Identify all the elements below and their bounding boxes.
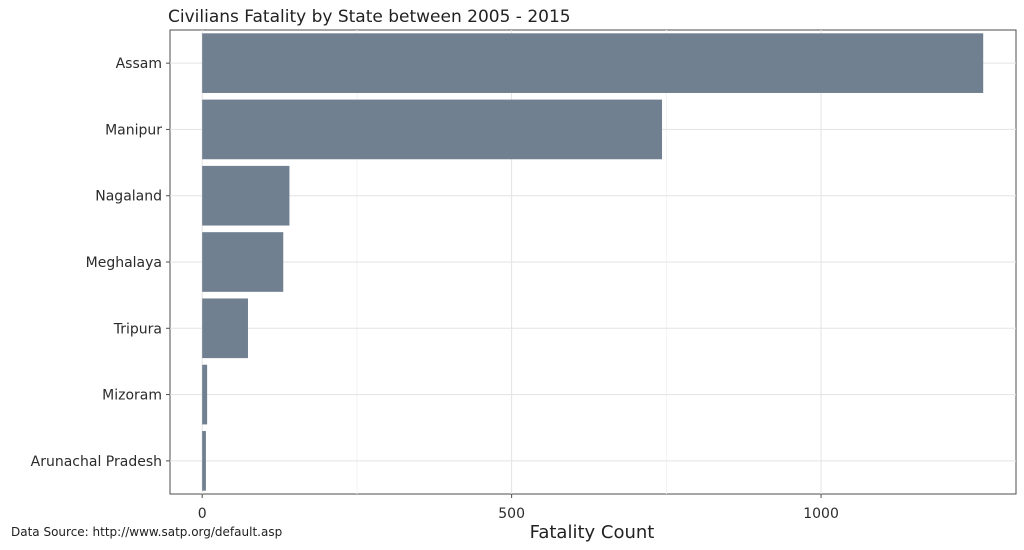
bar-arunachal-pradesh [202,431,206,491]
bar-assam [202,33,984,93]
y-tick-label: Manipur [105,122,162,138]
bar-mizoram [202,364,208,425]
x-tick-label: 1000 [803,506,839,522]
bar-manipur [202,99,663,160]
y-tick-label: Nagaland [95,189,162,205]
bars [202,33,984,491]
x-axis-ticks: 0 500 1000 [198,494,839,522]
chart-title: Civilians Fatality by State between 2005… [168,7,571,27]
x-tick-label: 500 [498,506,525,522]
bar-meghalaya [202,232,284,292]
y-tick-label: Mizoram [102,388,162,404]
y-tick-label: Arunachal Pradesh [31,454,162,470]
y-tick-label: Tripura [113,321,162,337]
bar-tripura [202,298,248,359]
y-tick-label: Meghalaya [86,255,162,271]
bar-nagaland [202,165,290,226]
y-axis-ticks: Assam Manipur Nagaland Meghalaya Tripura Mizo… [31,56,170,470]
data-source-caption: Data Source: http://www.satp.org/default… [11,525,282,539]
y-tick-label: Assam [116,56,162,72]
x-axis-title: Fatality Count [530,522,655,543]
x-tick-label: 0 [198,506,207,522]
